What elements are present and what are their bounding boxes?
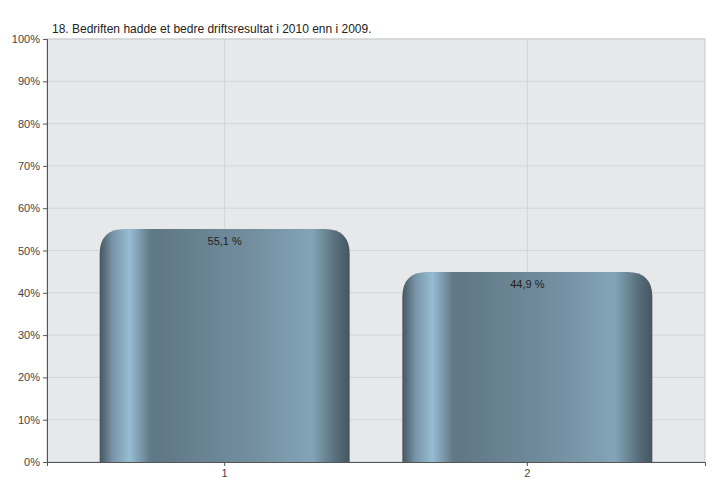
y-tick: 90% bbox=[18, 75, 47, 87]
y-tick-label: 60% bbox=[18, 202, 40, 214]
y-tick: 60% bbox=[18, 202, 47, 214]
x-tick-mark bbox=[527, 462, 528, 466]
y-tick-label: 20% bbox=[18, 371, 40, 383]
y-tick: 30% bbox=[18, 329, 47, 341]
x-axis-line bbox=[48, 463, 706, 467]
y-tick-label: 50% bbox=[18, 245, 40, 257]
grid-line bbox=[47, 165, 705, 166]
y-tick-mark bbox=[43, 208, 47, 209]
data-labels: 55,1 % 44,9 % bbox=[208, 235, 545, 290]
y-tick-mark bbox=[43, 39, 47, 40]
plot: 0%10%20%30%40%50%60%70%80%90%100%1255,1 … bbox=[12, 33, 706, 479]
y-tick-label: 90% bbox=[18, 75, 40, 87]
y-tick-mark bbox=[43, 462, 47, 463]
y-tick: 50% bbox=[18, 245, 47, 257]
x-tick-label: 2 bbox=[524, 467, 530, 479]
y-tick-label: 80% bbox=[18, 118, 40, 130]
y-tick: 70% bbox=[18, 160, 47, 172]
plot-background bbox=[47, 39, 705, 462]
bars bbox=[100, 229, 653, 462]
x-axis: 12 bbox=[48, 462, 706, 479]
y-tick: 20% bbox=[18, 371, 47, 383]
y-tick-label: 30% bbox=[18, 329, 40, 341]
y-tick: 40% bbox=[18, 287, 47, 299]
y-tick-label: 10% bbox=[18, 414, 40, 426]
x-tick: 2 bbox=[524, 462, 530, 479]
y-tick-mark bbox=[43, 166, 47, 167]
y-tick: 80% bbox=[18, 118, 47, 130]
chart-title: 18. Bedriften hadde et bedre driftsresul… bbox=[52, 22, 372, 36]
y-tick-label: 100% bbox=[12, 33, 40, 45]
x-tick-mark bbox=[224, 462, 225, 466]
grid-line bbox=[47, 39, 705, 40]
y-tick-label: 70% bbox=[18, 160, 40, 172]
grid-line bbox=[47, 123, 705, 124]
y-tick: 0% bbox=[24, 456, 47, 468]
data-label: 44,9 % bbox=[510, 278, 544, 290]
y-axis: 0% 10% 20% 30% 40% 50% 60% 70% 80% 90% 100% bbox=[12, 33, 48, 468]
y-tick-mark bbox=[43, 420, 47, 421]
y-tick-mark bbox=[43, 81, 47, 82]
y-tick-label: 40% bbox=[18, 287, 40, 299]
x-tick: 1 bbox=[222, 462, 228, 479]
y-tick-label: 0% bbox=[24, 456, 40, 468]
y-tick-mark bbox=[43, 377, 47, 378]
y-tick-mark bbox=[43, 124, 47, 125]
data-label: 55,1 % bbox=[208, 235, 242, 247]
y-tick-mark bbox=[43, 335, 47, 336]
grid-line bbox=[47, 81, 705, 82]
y-axis-line bbox=[43, 40, 48, 463]
chart: 0%10%20%30%40%50%60%70%80%90%100%1255,1 … bbox=[0, 0, 720, 495]
bar bbox=[100, 229, 350, 462]
y-tick: 10% bbox=[18, 414, 47, 426]
y-tick-mark bbox=[43, 293, 47, 294]
y-tick-mark bbox=[43, 251, 47, 252]
grid-line bbox=[47, 208, 705, 209]
bar bbox=[402, 272, 652, 462]
y-tick: 100% bbox=[12, 33, 47, 45]
y-grid bbox=[47, 39, 705, 462]
x-tick-label: 1 bbox=[222, 467, 228, 479]
